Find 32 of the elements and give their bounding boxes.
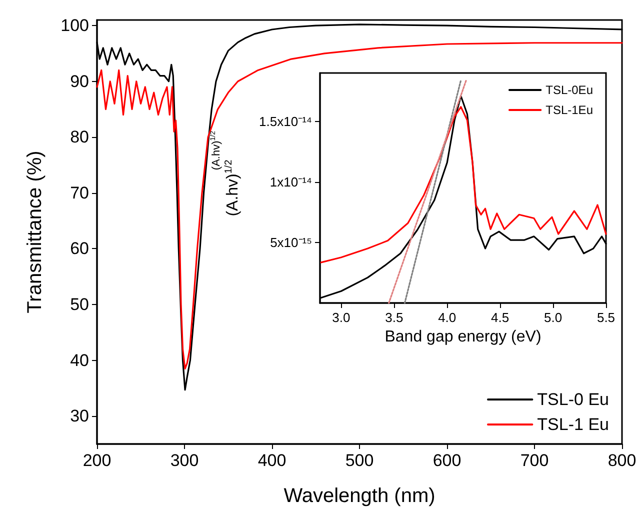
legend-label: TSL-1Eu [546, 103, 594, 117]
y-tick-label: 50 [70, 295, 89, 314]
x-tick-label: 4.5 [491, 310, 510, 325]
x-tick-label: 5.0 [544, 310, 562, 325]
x-tick-label: 3.5 [385, 310, 404, 325]
x-axis-title: Band gap energy (eV) [384, 328, 542, 346]
legend-label: TSL-0 Eu [537, 390, 609, 409]
x-tick-label: 500 [345, 451, 374, 470]
x-tick-label: 300 [170, 451, 199, 470]
x-tick-label: 700 [520, 451, 549, 470]
legend-label: TSL-1 Eu [537, 415, 609, 434]
y-tick-label: 70 [70, 183, 89, 202]
y-tick-label: 1.5x10⁻¹⁴ [259, 114, 312, 129]
y-axis-title: Transmittance (%) [24, 150, 46, 314]
y-tick-label: 90 [70, 72, 89, 91]
x-tick-label: 600 [432, 451, 462, 470]
x-tick-label: 400 [258, 451, 286, 470]
y-tick-label: 100 [60, 16, 89, 36]
y-tick-label: 60 [70, 239, 89, 258]
x-axis-title: Wavelength (nm) [284, 485, 436, 507]
x-tick-label: 800 [608, 451, 636, 470]
x-tick-label: 5.5 [596, 310, 616, 325]
legend-label: TSL-0Eu [546, 83, 594, 97]
x-tick-label: 3.0 [332, 310, 350, 325]
x-tick-label: 200 [82, 451, 112, 470]
y-tick-label: 40 [70, 350, 89, 370]
y-tick-label: 30 [70, 406, 89, 426]
y-tick-label: 1x10⁻¹⁴ [270, 174, 312, 190]
y-tick-label: 80 [70, 128, 89, 147]
y-tick-label: 5x10⁻¹⁵ [270, 234, 312, 250]
y-axis-title: (A.hv)1/2 [224, 159, 242, 216]
x-tick-label: 4.0 [438, 310, 456, 325]
